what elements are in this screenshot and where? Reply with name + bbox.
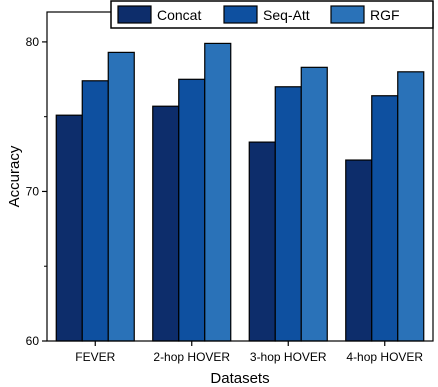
bar-seq-att-2-hop-hover <box>178 78 206 342</box>
bar-rgf-fever <box>107 51 135 342</box>
bar-concat-4-hop-hover <box>345 159 373 342</box>
legend-label: RGF <box>370 7 400 23</box>
y-tick-label: 70 <box>26 184 40 198</box>
legend-swatch <box>330 5 365 24</box>
x-tick-label: FEVER <box>75 350 115 364</box>
legend-swatch <box>223 5 258 24</box>
bar-seq-att-4-hop-hover <box>371 95 399 342</box>
bar-rgf-4-hop-hover <box>397 71 425 342</box>
y-axis-title: Accuracy <box>6 145 23 207</box>
legend-label: Concat <box>157 7 201 23</box>
y-tick-label: 80 <box>26 35 40 49</box>
x-axis-title: Datasets <box>210 370 269 387</box>
x-axis: FEVER 2-hop HOVER 3-hop HOVER 4-hop HOVER <box>75 341 423 364</box>
bar-concat-3-hop-hover <box>248 141 276 342</box>
legend-label: Seq-Att <box>263 7 310 23</box>
bar-seq-att-3-hop-hover <box>274 86 302 342</box>
bars-layer <box>55 42 425 342</box>
legend-swatch <box>117 5 152 24</box>
x-tick-label: 4-hop HOVER <box>346 350 423 364</box>
x-tick-label: 3-hop HOVER <box>250 350 327 364</box>
bar-concat-2-hop-hover <box>152 105 180 342</box>
bar-seq-att-fever <box>81 80 109 342</box>
x-tick-label: 2-hop HOVER <box>153 350 230 364</box>
legend: Concat Seq-Att RGF <box>110 0 434 29</box>
bar-rgf-3-hop-hover <box>300 66 328 342</box>
y-axis: 60 70 80 <box>26 35 47 348</box>
bar-rgf-2-hop-hover <box>204 42 232 342</box>
legend-box <box>110 0 434 29</box>
y-tick-label: 60 <box>26 334 40 348</box>
bar-concat-fever <box>55 114 83 342</box>
